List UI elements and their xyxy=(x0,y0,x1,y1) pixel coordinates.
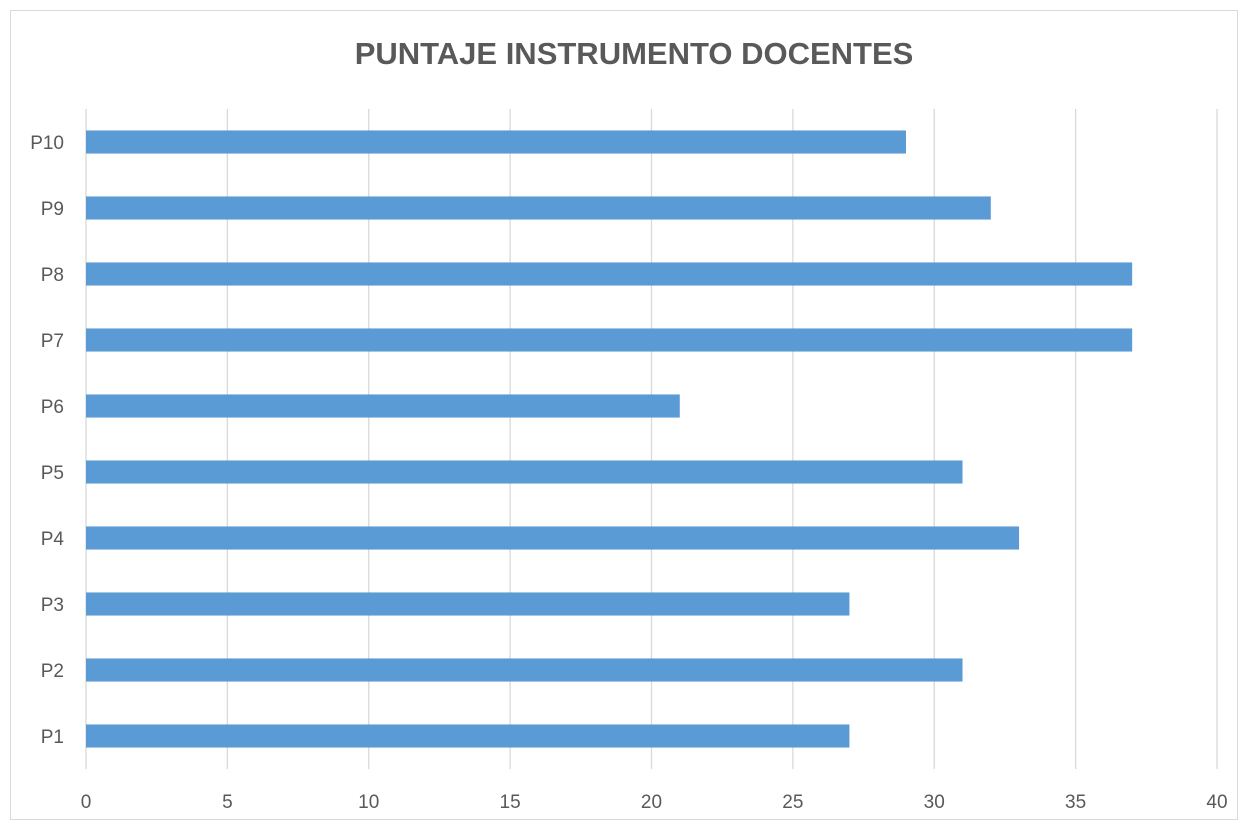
bar-p4 xyxy=(86,526,1020,550)
bar-p7 xyxy=(86,328,1133,352)
x-tick-label: 20 xyxy=(641,792,662,813)
category-label-p2: P2 xyxy=(41,661,64,682)
bar-p3 xyxy=(86,592,850,616)
x-tick-label: 0 xyxy=(81,792,92,813)
bar-p10 xyxy=(86,130,906,154)
category-label-p7: P7 xyxy=(41,331,64,352)
bar-p6 xyxy=(86,394,680,418)
bars xyxy=(86,130,1133,748)
x-tick-label: 15 xyxy=(500,792,521,813)
x-tick-label: 10 xyxy=(358,792,379,813)
category-label-p3: P3 xyxy=(41,595,64,616)
x-tick-label: 35 xyxy=(1065,792,1086,813)
bar-p8 xyxy=(86,262,1133,286)
category-label-p4: P4 xyxy=(41,529,65,550)
category-label-p8: P8 xyxy=(41,265,64,286)
bar-p5 xyxy=(86,460,963,484)
x-tick-label: 40 xyxy=(1206,792,1227,813)
category-label-p9: P9 xyxy=(41,199,64,220)
bar-p9 xyxy=(86,196,991,220)
bar-p1 xyxy=(86,724,850,748)
x-tick-label: 30 xyxy=(924,792,945,813)
bar-p2 xyxy=(86,658,963,682)
x-tick-labels: 0 5 10 15 20 25 30 35 40 xyxy=(81,792,1228,813)
chart-title: PUNTAJE INSTRUMENTO DOCENTES xyxy=(355,36,914,71)
category-label-p5: P5 xyxy=(41,463,64,484)
x-tick-label: 5 xyxy=(222,792,233,813)
x-tick-label: 25 xyxy=(782,792,803,813)
category-label-p1: P1 xyxy=(41,727,64,748)
category-label-p10: P10 xyxy=(30,133,64,154)
category-labels: P1 P2 P3 P4 P5 P6 P7 P8 P9 P10 xyxy=(30,133,64,748)
category-label-p6: P6 xyxy=(41,397,64,418)
